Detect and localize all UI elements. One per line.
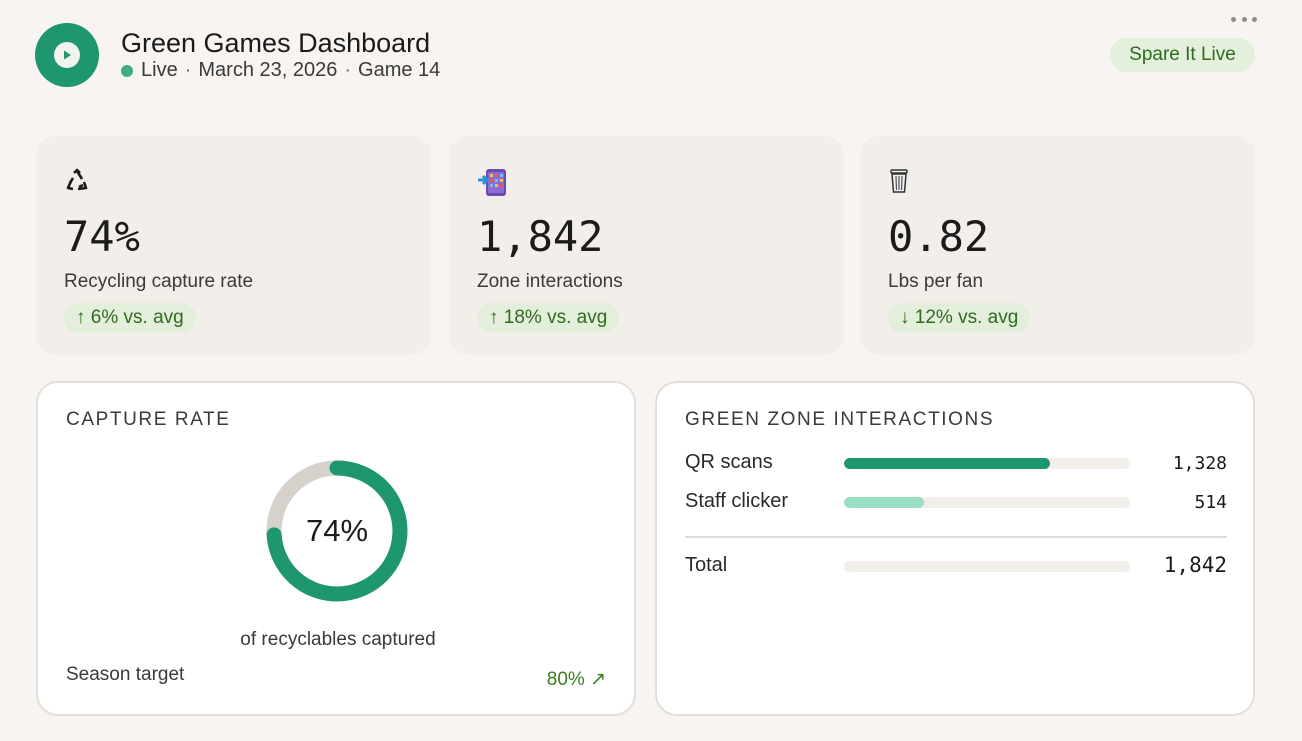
live-indicator-icon — [121, 64, 133, 77]
kpi-label: Lbs per fan — [888, 271, 984, 292]
kpi-label: Zone interactions — [477, 271, 623, 292]
row-label: Staff clicker — [685, 490, 788, 512]
green-zone-interactions-panel: GREEN ZONE INTERACTIONS QR scans 1,328 S… — [655, 381, 1255, 716]
kpi-card-zone-interactions: 1,842 Zone interactions ↑ 18% vs. avg — [449, 136, 844, 355]
separator: · — [184, 59, 192, 81]
bar-track — [844, 497, 1130, 508]
donut-caption: of recyclables captured — [240, 629, 436, 650]
kpi-delta-badge: ↑ 18% vs. avg — [477, 303, 620, 333]
bar-track — [844, 458, 1130, 469]
separator: · — [344, 59, 352, 81]
interaction-row-staff-clicker: Staff clicker 514 — [685, 487, 1227, 517]
row-label: QR scans — [685, 451, 773, 473]
kpi-delta-badge: ↑ 6% vs. avg — [64, 303, 196, 333]
kpi-delta-badge: ↓ 12% vs. avg — [888, 303, 1031, 333]
capture-rate-panel: CAPTURE RATE 74% of recyclables captured… — [36, 381, 636, 716]
game-date: March 23, 2026 — [198, 59, 338, 81]
panel-title: GREEN ZONE INTERACTIONS — [685, 409, 995, 430]
kpi-value: 74% — [64, 212, 140, 261]
phone-scan-icon — [477, 168, 506, 196]
bar-fill — [844, 497, 924, 508]
donut-center-value: 74% — [305, 513, 369, 548]
divider — [685, 536, 1227, 538]
page-title: Green Games Dashboard — [121, 28, 431, 58]
row-value: 514 — [1194, 492, 1227, 513]
season-target-label: Season target — [66, 664, 185, 685]
spare-it-live-badge[interactable]: Spare It Live — [1110, 38, 1255, 72]
kpi-value: 1,842 — [477, 212, 604, 261]
season-target-value[interactable]: 80% ↗ — [546, 669, 606, 690]
total-value: 1,842 — [1163, 553, 1227, 577]
kpi-value: 0.82 — [888, 212, 990, 261]
more-options-icon[interactable] — [1231, 12, 1257, 26]
bar-fill — [844, 458, 1051, 469]
capture-donut-chart: 74% — [265, 459, 409, 603]
total-label: Total — [685, 554, 728, 576]
panel-title: CAPTURE RATE — [66, 409, 231, 430]
trash-can-icon — [888, 168, 916, 196]
kpi-card-lbs-per-fan: 0.82 Lbs per fan ↓ 12% vs. avg — [860, 136, 1255, 355]
logo[interactable] — [35, 23, 99, 87]
page-subtitle: Live · March 23, 2026 · Game 14 — [121, 59, 440, 82]
bar-track — [844, 561, 1130, 572]
row-value: 1,328 — [1172, 453, 1227, 474]
live-status: Live — [141, 59, 178, 81]
game-number: Game 14 — [358, 59, 441, 81]
kpi-card-capture-rate: 74% Recycling capture rate ↑ 6% vs. avg — [36, 136, 431, 355]
donut-progress-arc — [266, 460, 408, 602]
play-icon — [54, 42, 80, 68]
interaction-row-total: Total 1,842 — [685, 551, 1227, 581]
interaction-row-qr-scans: QR scans 1,328 — [685, 448, 1227, 478]
recycle-icon — [64, 168, 92, 196]
kpi-label: Recycling capture rate — [64, 271, 254, 292]
